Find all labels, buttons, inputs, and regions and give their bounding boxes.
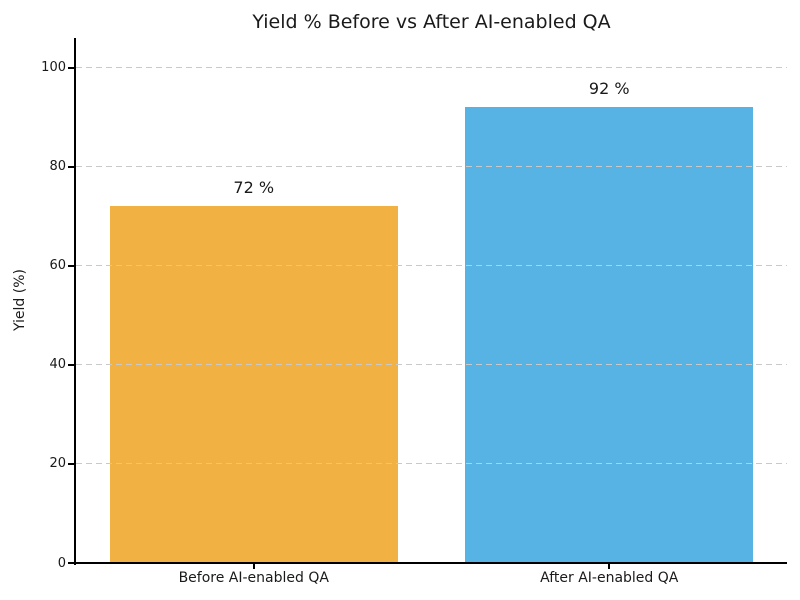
y-tick-label: 60 [49, 258, 66, 274]
y-tick-mark [68, 165, 76, 168]
y-tick-label: 20 [49, 456, 66, 472]
y-tick-mark [68, 264, 76, 267]
x-tick-mark [252, 563, 255, 569]
plot-area: 72 % 92 % [74, 38, 787, 565]
x-axis-spine [74, 562, 787, 564]
y-tick-label: 80 [49, 159, 66, 175]
x-category-label: Before AI-enabled QA [178, 570, 329, 586]
y-tick-mark [68, 462, 76, 465]
bar-before-ai-enabled-qa [109, 206, 398, 563]
y-tick-mark [68, 562, 76, 564]
bars-layer: 72 % 92 % [76, 38, 787, 563]
bar-value-label: 92 % [588, 79, 630, 99]
y-tick-label: 40 [49, 357, 66, 373]
bar-after-ai-enabled-qa [465, 107, 754, 563]
bar-value-label: 72 % [233, 178, 275, 198]
y-tick-label: 100 [41, 60, 66, 76]
x-tick-mark [608, 563, 611, 569]
chart-title: Yield % Before vs After AI-enabled QA [252, 11, 611, 33]
x-category-label: After AI-enabled QA [540, 570, 679, 586]
y-tick-mark [68, 363, 76, 366]
y-tick-label: 0 [57, 555, 66, 571]
y-axis-spine [74, 38, 76, 565]
y-tick-mark [68, 66, 76, 69]
